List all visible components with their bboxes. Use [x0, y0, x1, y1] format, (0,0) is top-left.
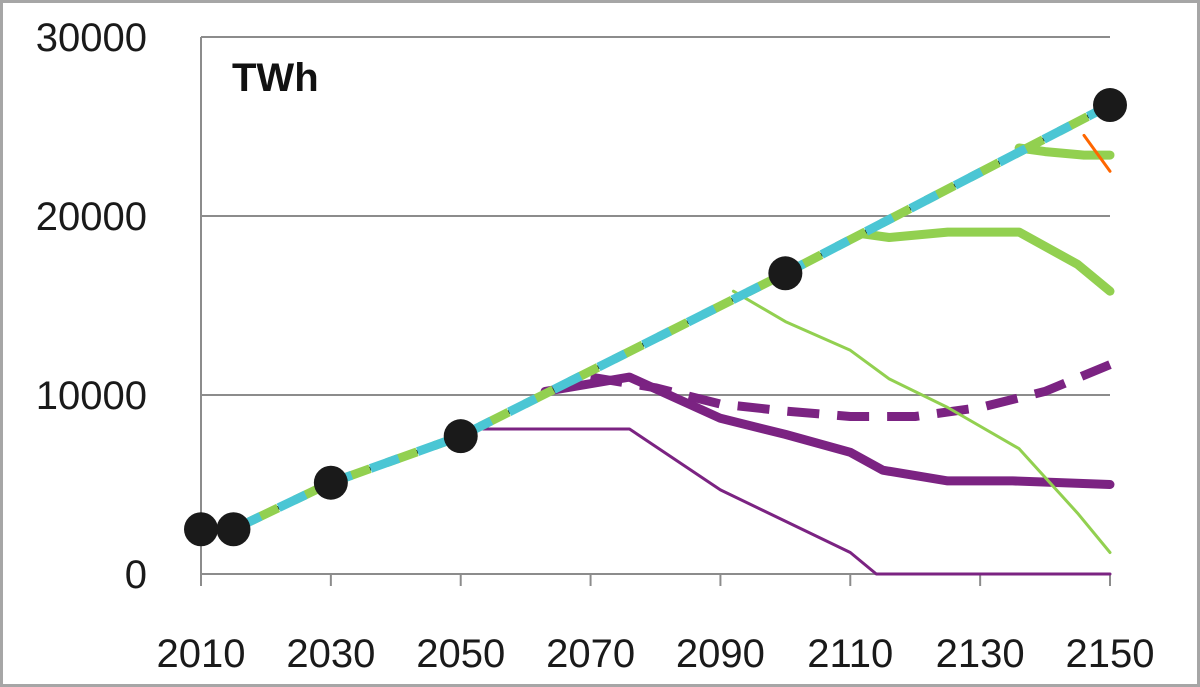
series-line-4 [731, 289, 1112, 554]
series-line-3 [589, 360, 1112, 421]
data-point-marker-6 [1093, 88, 1127, 123]
series-line-8 [199, 103, 1112, 532]
x-tick-label: 2110 [807, 632, 893, 676]
x-tick-label: 2070 [546, 632, 635, 676]
series-line-7 [1082, 133, 1112, 173]
data-point-marker-1 [184, 512, 218, 547]
series-line-10 [231, 101, 1113, 534]
x-tick-labels: 2010 2030 2050 2070 2090 2110 2130 2150 [157, 632, 1155, 676]
x-tick-label: 2150 [1066, 632, 1155, 676]
series-line-5 [858, 227, 1115, 296]
y-tick-label: 10000 [36, 374, 147, 418]
y-tick-label: 30000 [36, 16, 147, 60]
data-point-marker-5 [768, 256, 803, 291]
marker-layer [184, 88, 1127, 547]
x-tick-label: 2130 [936, 632, 1025, 676]
unit-label: TWh [232, 56, 319, 100]
x-tick-label: 2030 [286, 632, 375, 676]
y-tick-label: 0 [125, 553, 147, 597]
series-line-1 [459, 427, 1112, 576]
x-tick-label: 2090 [676, 632, 765, 676]
y-tick-label: 20000 [36, 195, 147, 239]
x-tick-label: 2010 [157, 632, 246, 676]
data-point-marker-4 [443, 419, 478, 454]
y-tick-labels: 0 10000 20000 30000 [36, 16, 147, 597]
gridlines [201, 36, 1110, 396]
data-point-marker-2 [216, 512, 251, 547]
series-layer [199, 101, 1115, 576]
x-tick-label: 2050 [416, 632, 505, 676]
axes [200, 37, 1111, 586]
data-point-marker-3 [313, 465, 348, 500]
series-line-9 [201, 101, 1113, 534]
